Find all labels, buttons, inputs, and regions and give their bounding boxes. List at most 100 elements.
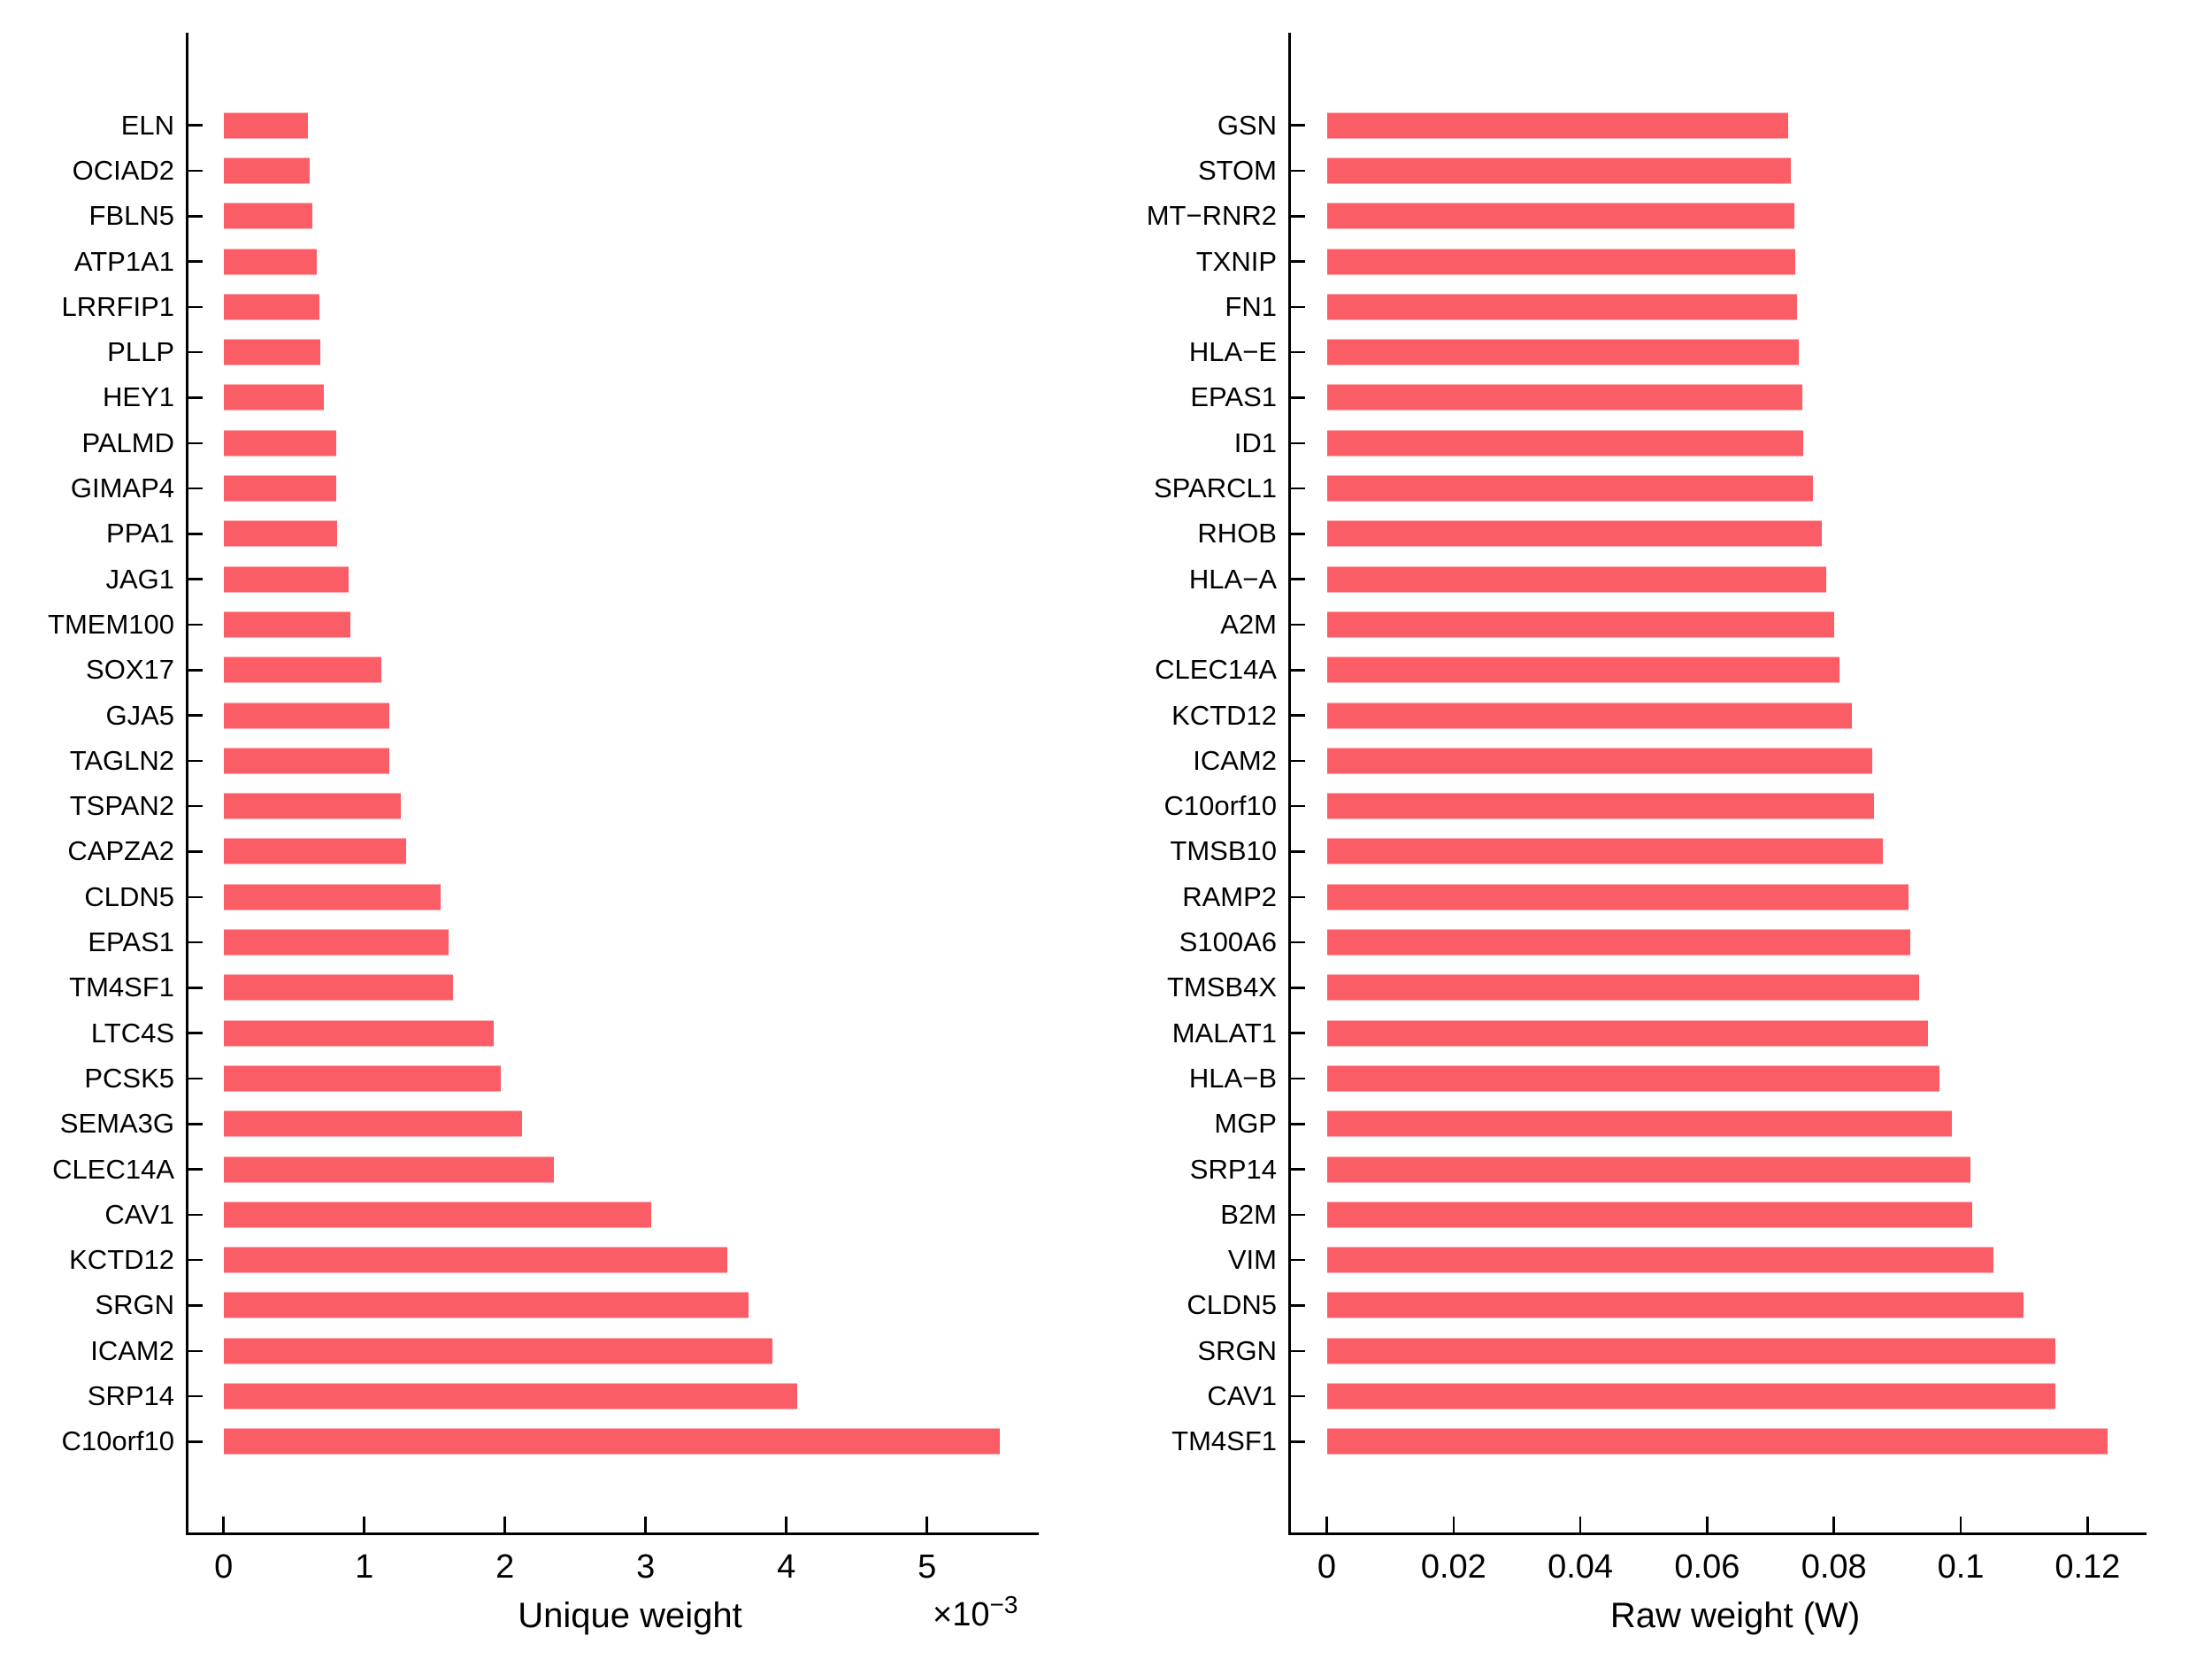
x-tick-label-01: 0.1: [1937, 1548, 1985, 1586]
bar-EPAS1: [1326, 384, 1802, 411]
bar-STOM: [1326, 157, 1791, 184]
category-label-SRP14: SRP14: [1189, 1153, 1277, 1185]
y-tick-mark: [1290, 350, 1305, 354]
y-tick-mark: [1290, 804, 1305, 808]
x-tick-mark: [363, 1517, 365, 1532]
y-tick-mark: [1290, 1123, 1305, 1125]
y-tick-mark: [188, 533, 203, 535]
x-axis-line: [186, 1532, 1039, 1535]
category-label-PPA1: PPA1: [106, 518, 174, 549]
y-tick-mark: [1290, 1077, 1305, 1080]
y-tick-mark: [1290, 169, 1305, 173]
y-tick-mark: [1290, 759, 1305, 763]
category-label-JAG1: JAG1: [105, 563, 174, 595]
bar-CAV1: [223, 1202, 652, 1228]
category-label-SRGN: SRGN: [1197, 1334, 1277, 1366]
x-tick-label-004: 0.04: [1548, 1548, 1614, 1586]
category-label-VIM: VIM: [1227, 1244, 1277, 1276]
bar-CLEC14A: [1326, 657, 1840, 683]
category-label-ICAM2: ICAM2: [1193, 744, 1277, 776]
category-label-C10orf10: C10orf10: [1164, 790, 1277, 822]
x-tick-mark: [1959, 1517, 1962, 1532]
bar-ELN: [223, 112, 309, 139]
bar-RHOB: [1326, 520, 1823, 547]
y-tick-mark: [188, 850, 203, 853]
x-tick-label-1: 1: [355, 1548, 374, 1586]
y-tick-mark: [188, 1258, 203, 1262]
category-label-GIMAP4: GIMAP4: [70, 472, 174, 504]
y-tick-mark: [188, 759, 203, 763]
bar-HEY1: [223, 384, 324, 411]
y-tick-mark: [188, 1440, 203, 1443]
bar-SPARCL1: [1326, 475, 1814, 502]
category-label-EPAS1: EPAS1: [88, 926, 174, 958]
bar-KCTD12: [1326, 703, 1852, 729]
exponent-power: −3: [989, 1591, 1018, 1618]
category-label-TMSB4X: TMSB4X: [1166, 972, 1277, 1003]
category-label-PALMD: PALMD: [81, 426, 174, 458]
bar-LRRFIP1: [223, 294, 319, 320]
bar-TMEM100: [223, 611, 350, 638]
category-label-MTRNR2: MT−RNR2: [1146, 200, 1277, 232]
y-tick-mark: [188, 442, 203, 444]
category-label-ATP1A1: ATP1A1: [73, 245, 174, 277]
category-label-CAV1: CAV1: [1207, 1380, 1277, 1412]
bar-GIMAP4: [223, 475, 336, 502]
y-tick-mark: [188, 895, 203, 898]
category-label-EPAS1: EPAS1: [1190, 381, 1277, 413]
bar-FN1: [1326, 294, 1798, 320]
category-label-TMSB10: TMSB10: [1170, 835, 1277, 867]
y-tick-mark: [1290, 1258, 1305, 1262]
bar-TXNIP: [1326, 249, 1795, 275]
y-tick-mark: [1290, 941, 1305, 944]
y-axis-line: [186, 33, 188, 1535]
bar-ICAM2: [1326, 748, 1872, 774]
bar-ID1: [1326, 430, 1804, 457]
bar-ICAM2: [223, 1338, 772, 1364]
y-tick-mark: [1290, 623, 1305, 626]
category-label-CLDN5: CLDN5: [1187, 1289, 1277, 1321]
bar-MGP: [1326, 1110, 1952, 1137]
bar-TMSB10: [1326, 838, 1883, 864]
bar-TAGLN2: [223, 748, 390, 774]
x-tick-mark: [1832, 1517, 1835, 1532]
category-label-HEY1: HEY1: [103, 381, 174, 413]
x-axis-title: Unique weight: [518, 1596, 742, 1635]
category-label-KCTD12: KCTD12: [1171, 699, 1277, 731]
bar-PPA1: [223, 520, 338, 547]
category-label-SRP14: SRP14: [87, 1380, 174, 1412]
y-tick-mark: [1290, 442, 1305, 444]
bar-CLEC14A: [223, 1156, 555, 1183]
bar-TM4SF1: [223, 974, 453, 1001]
x-tick-label-4: 4: [777, 1548, 796, 1586]
category-label-STOM: STOM: [1198, 154, 1277, 186]
x-tick-label-012: 0.12: [2055, 1548, 2121, 1586]
bar-TM4SF1: [1326, 1428, 2108, 1455]
y-tick-mark: [188, 1349, 203, 1352]
y-tick-mark: [188, 669, 203, 672]
y-tick-mark: [188, 1032, 203, 1034]
category-label-MGP: MGP: [1214, 1108, 1277, 1140]
bar-EPAS1: [223, 929, 449, 956]
y-tick-mark: [188, 623, 203, 626]
bar-RAMP2: [1326, 884, 1909, 910]
y-tick-mark: [188, 1213, 203, 1217]
bar-MTRNR2: [1326, 203, 1794, 229]
y-tick-mark: [1290, 987, 1305, 989]
category-label-TMEM100: TMEM100: [48, 608, 174, 640]
bar-CAPZA2: [223, 838, 407, 864]
category-label-TM4SF1: TM4SF1: [69, 972, 174, 1003]
x-tick-mark: [926, 1517, 928, 1532]
bar-CLDN5: [223, 884, 441, 910]
category-label-SPARCL1: SPARCL1: [1154, 472, 1277, 504]
bar-JAG1: [223, 566, 349, 593]
category-label-CAV1: CAV1: [104, 1198, 174, 1230]
y-tick-mark: [188, 1123, 203, 1125]
y-tick-mark: [1290, 305, 1305, 309]
y-tick-mark: [188, 1168, 203, 1171]
category-label-PLLP: PLLP: [107, 336, 174, 368]
category-label-FN1: FN1: [1225, 290, 1277, 322]
bar-FBLN5: [223, 203, 312, 229]
category-label-CLEC14A: CLEC14A: [52, 1153, 174, 1185]
y-tick-mark: [1290, 1304, 1305, 1307]
